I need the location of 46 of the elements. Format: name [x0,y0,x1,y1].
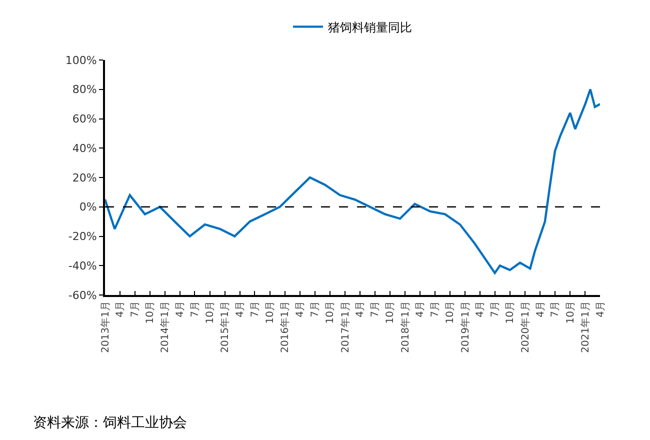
x-tick-label: 10月 [505,301,516,324]
x-tick-label: 10月 [205,301,216,324]
x-tick-label: 2016年1月 [279,301,292,353]
x-tick-label: 4月 [595,301,606,318]
legend-label: 猪饲料销量同比 [328,20,412,34]
x-tick-label: 2020年1月 [519,301,532,353]
x-tick-label: 10月 [385,301,396,324]
x-tick-label: 7月 [430,301,442,318]
x-tick-label: 2019年1月 [459,301,472,353]
x-tick-label: 4月 [535,301,546,318]
y-tick-label: -20% [68,230,97,244]
x-tick-label: 10月 [325,301,336,324]
y-tick-label: 0% [79,200,97,214]
x-tick-label: 2018年1月 [399,301,412,353]
y-tick-label: 20% [72,171,97,184]
x-tick-label: 2021年1月 [579,301,592,353]
x-tick-label: 4月 [355,301,366,318]
x-tick-label: 2015年1月 [219,301,232,353]
x-tick-label: 7月 [550,301,562,318]
x-tick-label: 2017年1月 [339,301,352,353]
x-tick-label: 10月 [565,301,576,324]
text: 资料来源：饲料工业协会 [33,415,187,431]
y-tick-label: 100% [65,54,97,67]
x-tick-label: 4月 [175,301,186,318]
x-tick-label: 4月 [415,301,426,318]
y-tick-label: 60% [72,112,97,126]
y-tick-label: 80% [72,83,97,96]
y-tick-label: -60% [68,288,97,302]
x-tick-label: 2013年1月 [99,301,112,353]
x-tick-label: 7月 [250,301,261,318]
x-tick-label: 7月 [190,301,201,318]
y-tick-label: 40% [72,142,97,155]
x-tick-label: 10月 [145,301,156,324]
x-tick-label: 7月 [130,301,141,318]
x-tick-label: 10月 [265,301,276,324]
x-tick-label: 7月 [490,301,502,318]
x-tick-label: 10月 [445,301,456,324]
x-tick-label: 4月 [235,301,246,318]
x-tick-label: 4月 [475,301,486,318]
x-tick-label: 7月 [310,301,322,318]
line-series [105,88,600,274]
x-tick-label: 7月 [370,301,382,318]
x-tick-label: 4月 [115,301,126,318]
x-tick-label: 4月 [295,301,306,318]
y-tick-label: -40% [68,259,97,272]
x-tick-label: 2014年1月 [159,301,172,353]
